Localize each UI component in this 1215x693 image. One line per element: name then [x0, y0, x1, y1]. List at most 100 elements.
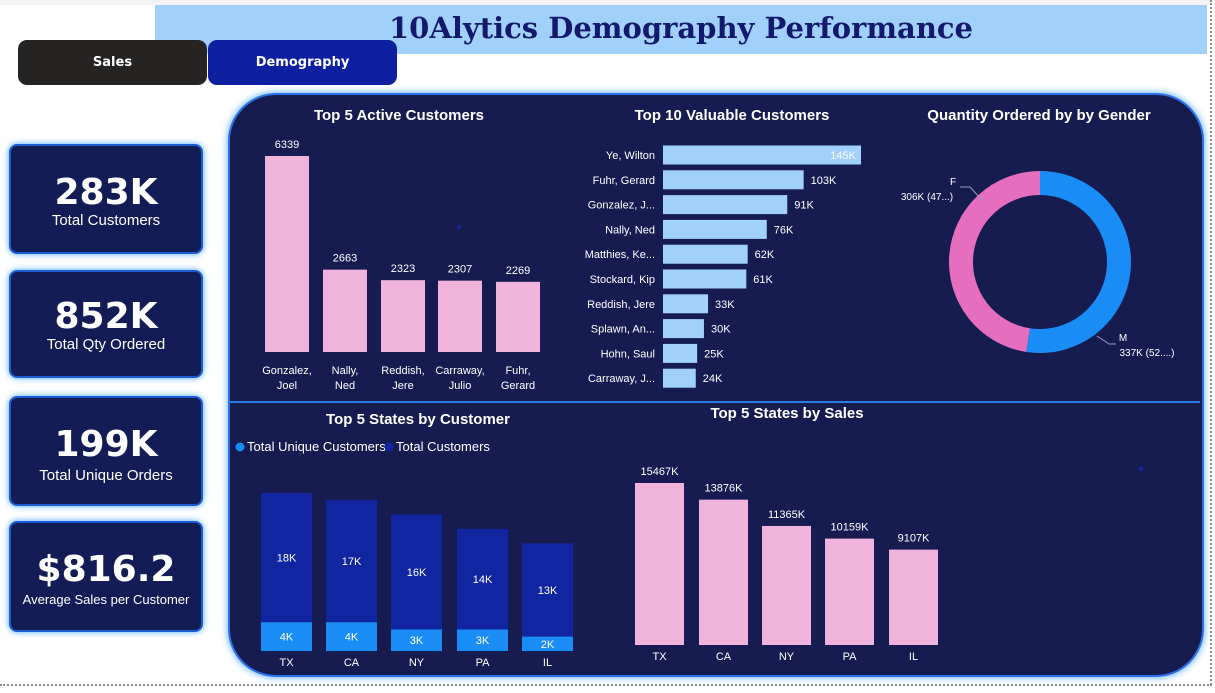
donut-slice-f: [949, 171, 1040, 352]
data-label: 145K: [830, 150, 856, 162]
category-label: Gerard: [501, 380, 535, 392]
data-label: 11365K: [768, 509, 806, 521]
bar: [825, 538, 874, 645]
data-label: 10159K: [831, 522, 870, 534]
category-label: IL: [909, 651, 918, 663]
legend-label-total-customers: Total Customers: [396, 439, 490, 454]
data-label: 30K: [711, 324, 731, 336]
bar: [381, 280, 425, 352]
demography-nav-button[interactable]: Demography: [208, 40, 397, 85]
top-strip: [0, 0, 1210, 5]
category-label: Julio: [449, 380, 472, 392]
bar: [889, 549, 938, 645]
states-sales-chart: 15467K TX 13876K CA 11365K NY 10159K PA 9107K IL: [635, 466, 938, 663]
gender-donut-chart: F 306K (47...) M 337K (52....): [901, 171, 1175, 359]
bar: [663, 244, 748, 264]
category-label: Nally, Ned: [605, 224, 655, 236]
legend-marker-total-customers: [384, 442, 394, 452]
kpi-label: Total Unique Orders: [39, 467, 173, 484]
data-label: 18K: [277, 553, 297, 565]
bar-total-customers: [261, 493, 312, 623]
leader-line: [960, 186, 983, 201]
active-customers-title: Top 5 Active Customers: [314, 107, 484, 124]
bar: [663, 170, 804, 190]
kpi-value: 283K: [54, 172, 158, 213]
sales-nav-button[interactable]: Sales: [18, 40, 207, 85]
category-label: NY: [409, 657, 425, 669]
data-label: 2307: [448, 264, 472, 276]
data-label: 4K: [345, 632, 359, 644]
category-label: Joel: [277, 380, 297, 392]
bar-unique-customers: [391, 629, 442, 651]
data-label: 6339: [275, 139, 299, 151]
category-label: TX: [652, 651, 667, 663]
bar: [438, 280, 482, 352]
valuable-customers-chart: Ye, Wilton 145K Fuhr, Gerard 103K Gonzalez, …: [585, 145, 861, 388]
category-label: Ye, Wilton: [606, 150, 655, 162]
category-label: Jere: [392, 380, 413, 392]
data-label: 33K: [715, 299, 735, 311]
kpi-value: $816.2: [36, 549, 176, 590]
category-label: PA: [843, 651, 858, 663]
bar-total-customers: [457, 528, 508, 630]
bar: [635, 483, 684, 645]
data-label: 4K: [280, 632, 294, 644]
kpi-card-avg-sales-per-customer: $816.2 Average Sales per Customer: [9, 521, 203, 632]
decor-dot: [1138, 466, 1144, 472]
data-label: 3K: [476, 635, 490, 647]
category-label: Nally,: [332, 365, 359, 377]
data-label: 2323: [391, 263, 415, 275]
bar-total-customers: [391, 514, 442, 630]
slice-value-label: 337K (52....): [1119, 348, 1174, 359]
slice-name-label: M: [1119, 333, 1127, 344]
kpi-card-total-unique-orders: 199K Total Unique Orders: [9, 396, 203, 506]
kpi-value: 199K: [54, 424, 158, 465]
page-border: [1210, 0, 1212, 685]
category-label: Gonzalez,: [262, 365, 312, 377]
bar: [265, 156, 309, 352]
bar-unique-customers: [261, 622, 312, 651]
bar: [663, 195, 788, 215]
page-border: [0, 684, 1212, 686]
data-label: 3K: [410, 635, 424, 647]
category-label: Fuhr,: [505, 365, 530, 377]
bar: [663, 219, 767, 239]
data-label: 16K: [407, 567, 427, 579]
category-label: Gonzalez, J...: [588, 200, 655, 212]
kpi-label: Total Qty Ordered: [46, 336, 166, 353]
active-customers-chart: 6339 Gonzalez, Joel 2663 Nally, Ned 2323 Reddis…: [262, 139, 540, 392]
leader-line: [1096, 335, 1116, 345]
bar-total-customers: [326, 500, 377, 623]
data-label: 25K: [704, 348, 724, 360]
data-label: 91K: [794, 200, 814, 212]
data-label: 17K: [342, 556, 362, 568]
data-label: 13876K: [705, 483, 744, 495]
category-label: Stockard, Kip: [590, 274, 655, 286]
category-label: TX: [279, 657, 294, 669]
valuable-customers-title: Top 10 Valuable Customers: [635, 107, 830, 124]
category-label: Carraway, J...: [588, 373, 655, 385]
kpi-value: 852K: [54, 296, 158, 337]
data-label: 2269: [506, 265, 530, 277]
bar: [496, 281, 540, 352]
slice-value-label: 306K (47...): [901, 192, 953, 203]
states-customer-chart: 18K 4K TX 17K 4K CA 16K 3K NY 14K 3K PA 13K 2K IL: [261, 493, 573, 669]
bar: [663, 343, 698, 363]
gender-title: Quantity Ordered by by Gender: [927, 107, 1151, 124]
bar: [762, 525, 811, 645]
category-label: Reddish,: [381, 365, 424, 377]
category-label: Splawn, An...: [591, 324, 655, 336]
category-label: CA: [716, 651, 732, 663]
category-label: PA: [476, 657, 491, 669]
data-label: 13K: [538, 585, 558, 597]
bar: [663, 319, 704, 339]
kpi-card-total-customers: 283K Total Customers: [9, 144, 203, 254]
bar: [663, 368, 696, 388]
kpi-card-total-qty-ordered: 852K Total Qty Ordered: [9, 270, 203, 378]
slice-name-label: F: [950, 177, 956, 188]
bar: [663, 294, 709, 314]
bar: [663, 145, 861, 165]
bar-unique-customers: [522, 636, 573, 651]
bar: [699, 499, 748, 645]
